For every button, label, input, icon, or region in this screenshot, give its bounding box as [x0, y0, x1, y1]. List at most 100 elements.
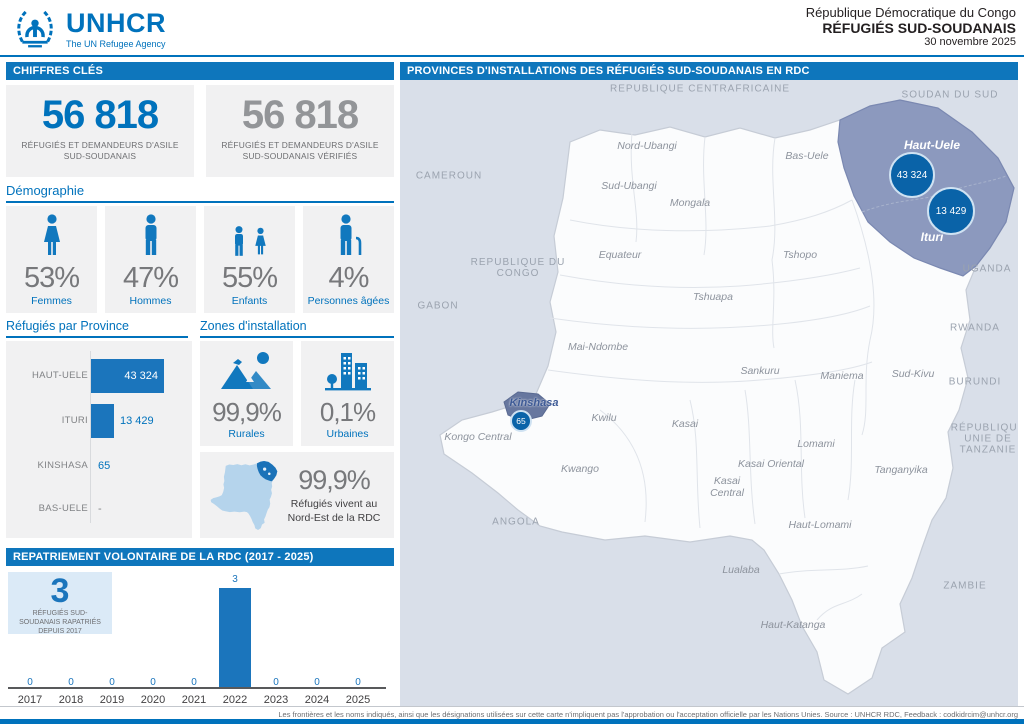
province-chart-axis [90, 351, 91, 523]
map-bubble-kinshasa: 65 [510, 410, 532, 432]
year-tick: 2023 [263, 694, 289, 706]
stat-value: 56 818 [241, 93, 359, 137]
child-girl-icon [254, 227, 266, 255]
demo-value: 4% [328, 262, 370, 294]
stat-card-verified: 56 818 RÉFUGIÉS ET DEMANDEURS D'ASILE SU… [206, 85, 394, 177]
map-label-province: Mongala [669, 197, 711, 209]
map-label-province: Tshuapa [693, 291, 733, 303]
map-label-province: Lualaba [722, 564, 760, 576]
province-chart-title: Réfugiés par Province [6, 319, 188, 338]
key-figures-section-header: CHIFFRES CLÉS [6, 62, 394, 80]
year-tick: 2022 [222, 694, 248, 706]
year-value: 0 [273, 677, 279, 688]
bar-value-label: 3 [232, 574, 238, 585]
map-label-ituri: Ituri [920, 230, 944, 244]
city-icon [324, 353, 371, 391]
map-label-province: Lomami [797, 438, 835, 450]
footer-divider [0, 706, 1024, 707]
demo-label: Hommes [129, 295, 172, 307]
header-country: République Démocratique du Congo [805, 5, 1016, 20]
year-tick: 2025 [345, 694, 371, 706]
map-label-province: Haut-Katanga [760, 619, 826, 631]
map-label-country: RÉPUBLIQUE UNIE DE TANZANIE [950, 422, 1018, 456]
map-label-country: BURUNDI [948, 376, 1002, 388]
map-label-province: Maniema [820, 370, 864, 382]
stat-card-refugees: 56 818 RÉFUGIÉS ET DEMANDEURS D'ASILE SU… [6, 85, 194, 177]
zone-label: Urbaines [326, 428, 369, 440]
bar-2022 [219, 588, 251, 687]
province-name: KINSHASA [37, 460, 88, 471]
map-label-country: REPUBLIQUE CENTRAFRICAINE [609, 83, 791, 95]
northeast-value: 99,9% [298, 464, 371, 495]
logo-wordmark: UNHCR [66, 7, 166, 38]
demo-label: Personnes âgées [307, 295, 390, 307]
year-tick: 2017 [17, 694, 43, 706]
zone-card-urbaines: 0,1% Urbaines [301, 341, 394, 446]
repatriation-total: 3 [50, 572, 70, 610]
demo-label: Femmes [31, 295, 72, 307]
province-value: 13 429 [120, 415, 154, 427]
map-label-haut-uele: Haut-Uele [903, 138, 961, 152]
zones-section-title: Zones d'installation [200, 319, 394, 338]
demo-card-hommes: 47% Hommes [105, 206, 196, 313]
year-value: 0 [68, 677, 74, 688]
map-label-province: Nord-Ubangi [617, 140, 677, 152]
logo-tagline: The UN Refugee Agency [66, 38, 166, 49]
demo-value: 55% [221, 262, 278, 294]
year-value: 0 [191, 677, 197, 688]
demo-label: Enfants [231, 295, 268, 307]
demo-card-agees: 4% Personnes âgées [303, 206, 394, 313]
northeast-label: Réfugiés vivent au Nord-Est de la RDC [287, 497, 381, 524]
demo-card-enfants: 55% Enfants [204, 206, 295, 313]
demo-value: 47% [122, 262, 179, 294]
year-tick: 2024 [304, 694, 330, 706]
year-value: 0 [314, 677, 320, 688]
map-label-province: Kasai [671, 418, 699, 430]
map-label-country: REPUBLIQUE DU CONGO [470, 257, 566, 279]
year-tick: 2021 [181, 694, 207, 706]
repatriation-total-label: RÉFUGIÉS SUD-SOUDANAIS RAPATRIÉS DEPUIS … [19, 610, 101, 636]
stat-label: RÉFUGIÉS ET DEMANDEURS D'ASILE SUD-SOUDA… [221, 140, 379, 162]
map-label-country: SOUDAN DU SUD [901, 89, 999, 101]
year-value: 0 [355, 677, 361, 688]
map-label-province: Bas-Uele [785, 150, 829, 162]
province-name: HAUT-UELE [31, 370, 88, 381]
header-date: 30 novembre 2025 [924, 36, 1016, 48]
map-label-province: Equateur [598, 249, 642, 261]
zone-value: 0,1% [319, 397, 376, 427]
map-label-province: Sankuru [740, 365, 780, 377]
year-value: 0 [109, 677, 115, 688]
drc-minimap-icon [210, 460, 278, 530]
repatriation-bar-chart: 3 0 0 0 0 0 0 0 0 2017 2018 2019 2020 20… [6, 568, 394, 706]
province-bar [91, 404, 114, 438]
map-label-province: Kongo Central [444, 431, 512, 443]
province-value: - [98, 503, 102, 515]
map-label-country: CAMEROUN [415, 170, 483, 182]
map-label-province: Kwango [561, 463, 599, 475]
map-bubble-haut-uele: 43 324 [889, 152, 935, 198]
unhcr-logo: UNHCR The UN Refugee Agency [12, 6, 166, 52]
map-section-header: PROVINCES D'INSTALLATIONS DES RÉFUGIÉS S… [400, 62, 1018, 80]
map-label-province: Tshopo [782, 249, 818, 261]
unhcr-emblem-icon [17, 10, 53, 48]
map-label-province: Haut-Lomami [788, 519, 852, 531]
footer-disclaimer: Les frontières et les noms indiqués, ain… [278, 710, 1018, 719]
year-tick: 2018 [58, 694, 84, 706]
mountains-icon [220, 352, 271, 389]
province-name: ITURI [61, 415, 88, 426]
header-title-block: République Démocratique du Congo RÉFUGIÉ… [806, 5, 1016, 48]
year-tick: 2020 [140, 694, 166, 706]
map-label-country: RWANDA [950, 322, 1000, 334]
man-icon [145, 214, 156, 255]
zone-label: Rurales [228, 428, 265, 440]
map-label-kinshasa: Kinshasa [509, 397, 559, 409]
stat-value: 56 818 [41, 93, 159, 137]
map-label-country: GABON [417, 300, 459, 312]
zone-value: 99,9% [212, 397, 282, 427]
demo-value: 53% [23, 262, 80, 294]
year-tick: 2019 [99, 694, 125, 706]
repatriation-highlight-card: 3 RÉFUGIÉS SUD-SOUDANAIS RAPATRIÉS DEPUI… [8, 572, 112, 636]
province-value: 43 324 [124, 370, 158, 382]
year-value: 0 [27, 677, 33, 688]
